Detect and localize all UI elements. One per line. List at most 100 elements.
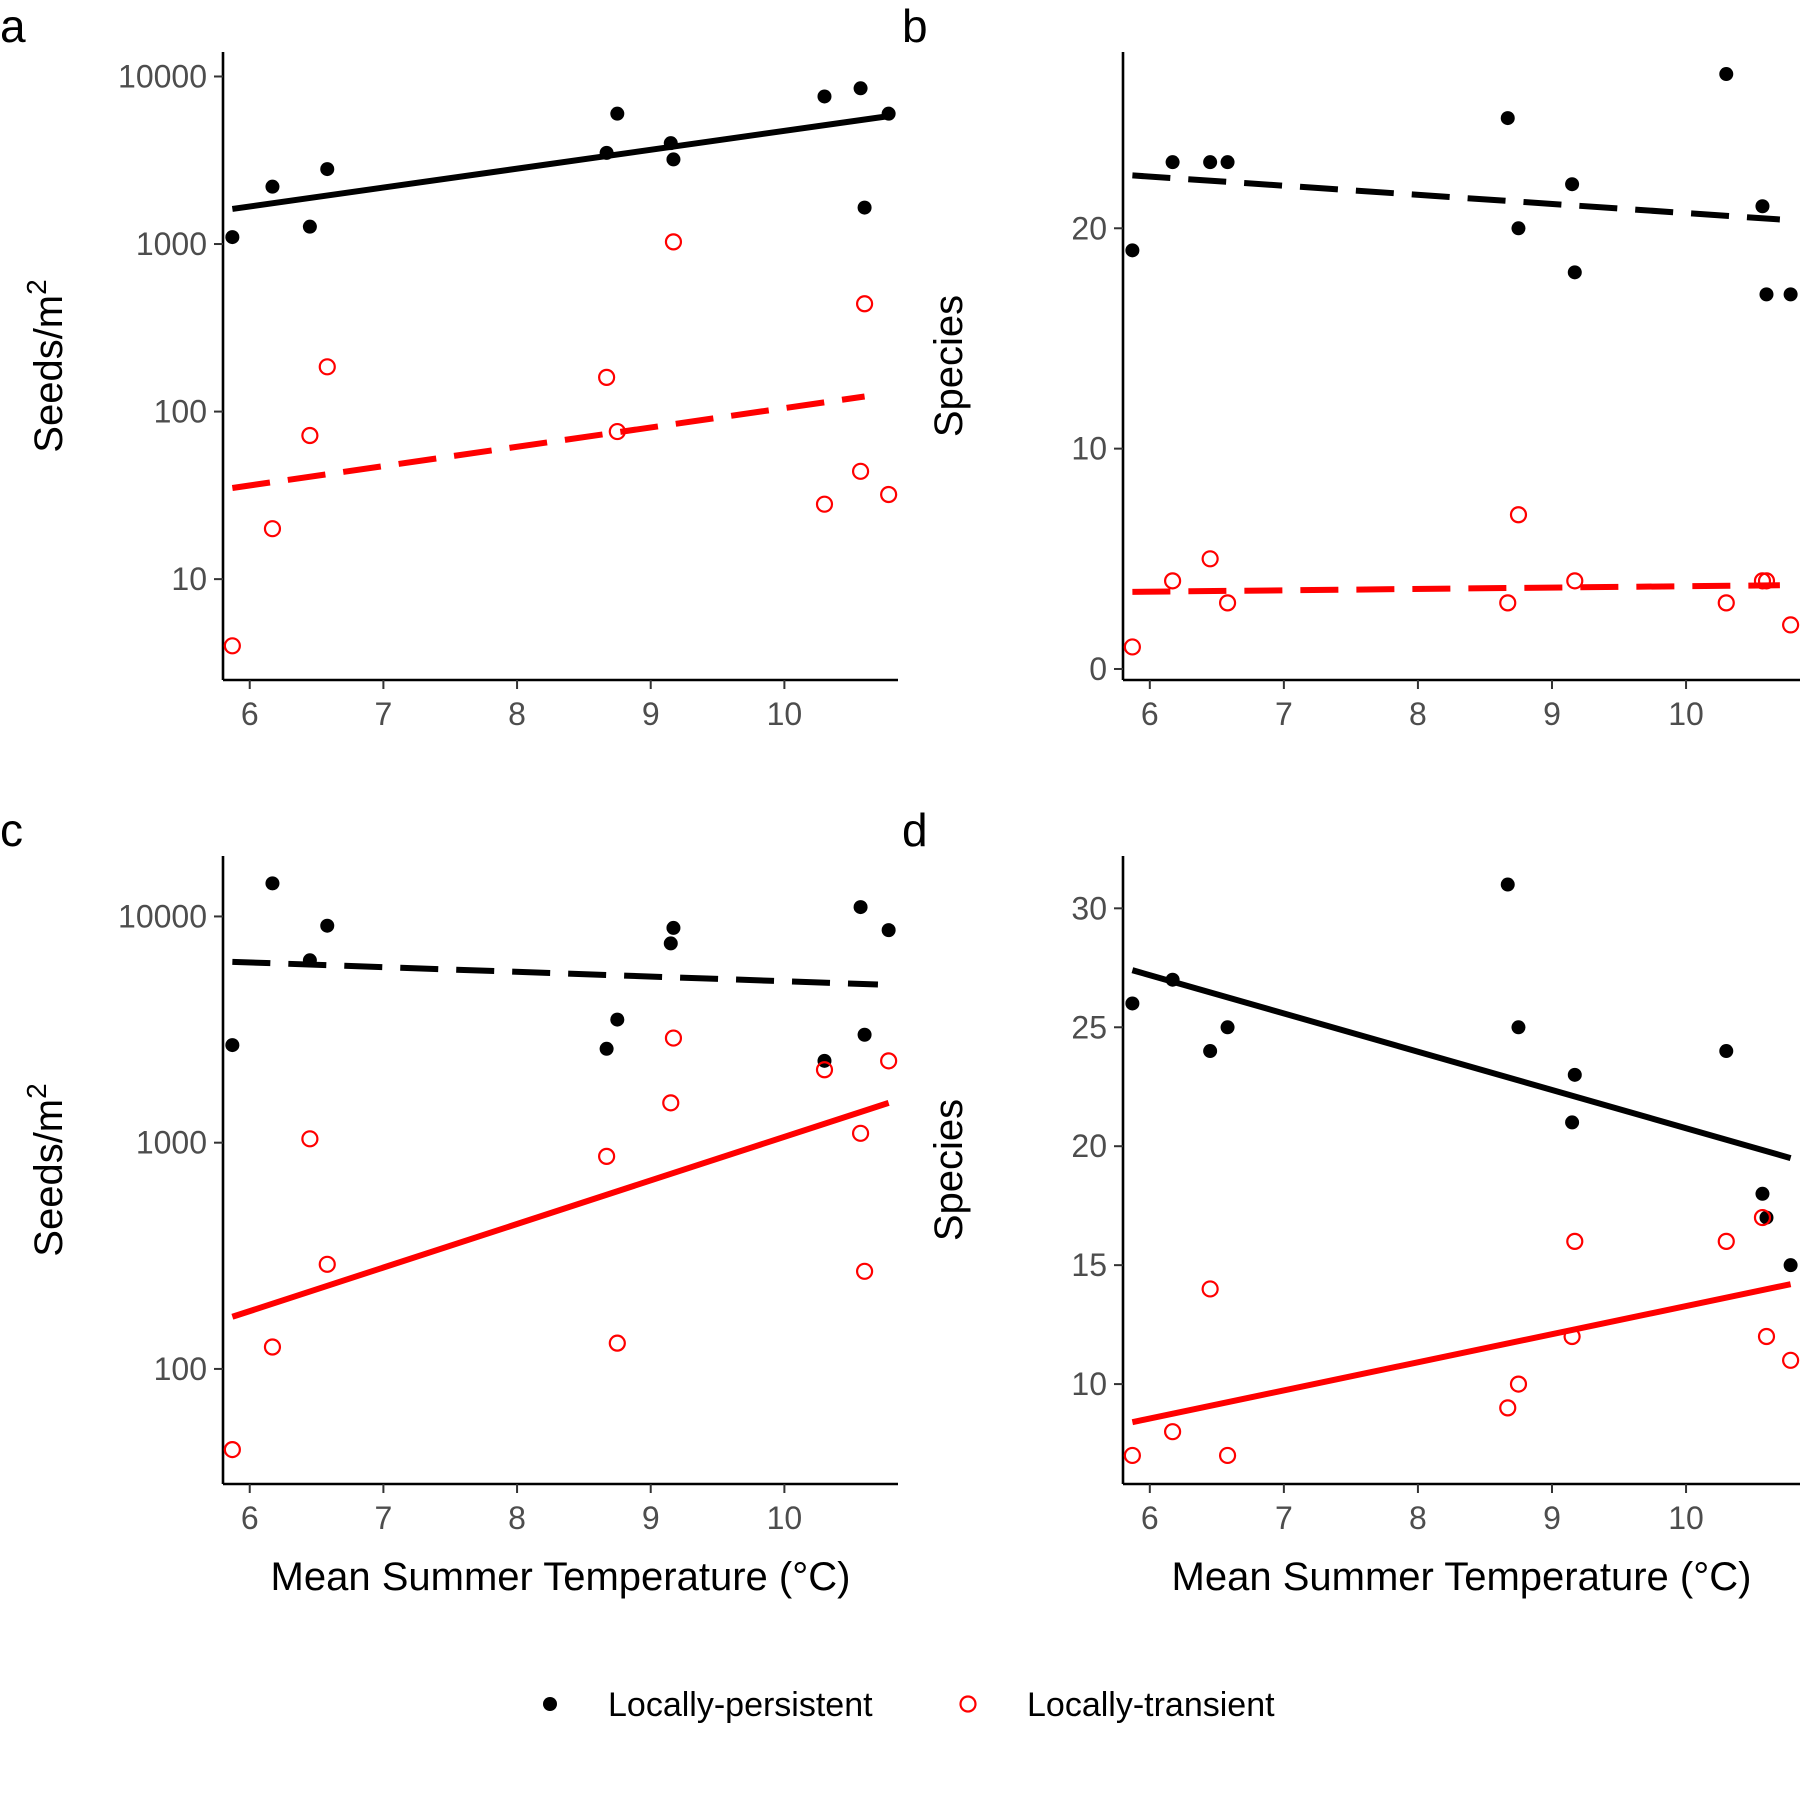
point-persistent-b (1165, 155, 1180, 170)
x-tick-label-d: 6 (1141, 1500, 1159, 1536)
x-tick-label-a: 9 (642, 696, 660, 732)
fit-line-persistent-a (231, 113, 890, 212)
point-transient-a (598, 368, 616, 386)
y-tick-label-a: 1000 (136, 226, 207, 262)
point-persistent-a (817, 89, 832, 104)
series-persistent-a (225, 81, 896, 245)
point-persistent-d (1719, 1044, 1734, 1059)
y-axis-title-b: Species (927, 295, 971, 437)
point-persistent-b (1567, 265, 1582, 280)
y-axis-title-c: Seeds/m2 (21, 1083, 71, 1256)
point-transient-b (1499, 594, 1517, 612)
point-transient-c (851, 1124, 870, 1142)
point-transient-b (1757, 572, 1776, 590)
point-persistent-a (663, 136, 678, 151)
point-transient-d (1201, 1280, 1219, 1298)
fit-line-transient-b (1132, 582, 1780, 595)
point-persistent-c (853, 900, 868, 915)
y-tick-label-a: 100 (154, 394, 207, 430)
point-persistent-d (1567, 1067, 1582, 1082)
legend-label-transient: Locally-transient (1027, 1686, 1275, 1724)
point-persistent-c (857, 1027, 872, 1042)
point-persistent-d (1755, 1186, 1770, 1201)
point-transient-a (880, 485, 898, 504)
series-transient-a (223, 233, 898, 655)
point-transient-c (664, 1029, 683, 1047)
point-persistent-d (1125, 996, 1140, 1011)
y-tick-label-b: 20 (1071, 210, 1107, 246)
point-persistent-b (1755, 199, 1770, 214)
y-tick-label-d: 25 (1071, 1009, 1107, 1045)
point-transient-d (1782, 1351, 1800, 1369)
point-transient-b (1123, 638, 1141, 656)
x-axis-title-d: Mean Summer Temperature (°C) (1172, 1555, 1752, 1599)
y-tick-label-a: 10 (171, 561, 207, 597)
x-tick-label-b: 10 (1668, 696, 1704, 732)
point-persistent-d (1783, 1258, 1798, 1273)
y-axis-title-sup-c: 2 (21, 1083, 52, 1099)
point-persistent-a (599, 145, 614, 160)
point-persistent-c (320, 918, 335, 933)
point-persistent-d (1500, 877, 1515, 892)
point-transient-d (1509, 1375, 1528, 1393)
series-transient-d (1123, 1208, 1800, 1465)
series-persistent-d (1125, 877, 1798, 1273)
x-tick-label-c: 6 (241, 1500, 259, 1536)
point-persistent-a (853, 81, 868, 96)
point-transient-d (1717, 1232, 1735, 1250)
point-transient-b (1509, 506, 1528, 524)
point-transient-d (1753, 1208, 1772, 1227)
point-transient-b (1218, 594, 1237, 612)
panel-letter-c: c (0, 804, 23, 856)
fit-line-persistent-d (1131, 967, 1792, 1161)
point-transient-c (608, 1334, 626, 1352)
x-tick-label-b: 9 (1543, 696, 1561, 732)
x-tick-label-c: 7 (374, 1500, 392, 1536)
point-transient-b (1201, 550, 1219, 568)
x-tick-label-b: 8 (1409, 696, 1427, 732)
y-axis-title-d: Species (927, 1099, 971, 1241)
point-persistent-b (1759, 287, 1774, 302)
y-tick-label-b: 10 (1071, 431, 1107, 467)
y-tick-label-c: 1000 (136, 1125, 207, 1161)
point-persistent-c (881, 923, 896, 938)
series-transient-b (1123, 506, 1800, 656)
y-tick-label-d: 15 (1071, 1247, 1107, 1283)
point-transient-d (1757, 1327, 1776, 1346)
series-persistent-b (1125, 67, 1798, 302)
point-persistent-a (265, 179, 280, 194)
point-transient-c (855, 1262, 874, 1280)
panel-letter-a: a (0, 0, 26, 52)
y-tick-label-a: 10000 (118, 58, 207, 94)
point-persistent-b (1783, 287, 1798, 302)
x-tick-label-c: 9 (642, 1500, 660, 1536)
point-transient-d (1563, 1327, 1581, 1346)
x-tick-label-c: 8 (508, 1500, 526, 1536)
y-tick-label-d: 30 (1071, 890, 1107, 926)
point-persistent-c (610, 1012, 625, 1027)
fit-line-transient-d (1131, 1281, 1792, 1426)
point-persistent-a (881, 106, 896, 121)
fit-line-transient-a (231, 393, 866, 491)
panel-d: d 6 7 8 9 10 10 15 20 25 30 Species Mean Summer Temp… (902, 804, 1800, 1599)
point-persistent-d (1759, 1210, 1774, 1225)
point-transient-b (1164, 572, 1182, 590)
x-tick-label-a: 8 (508, 696, 526, 732)
point-persistent-d (1220, 1020, 1235, 1035)
panel-letter-d: d (902, 804, 928, 856)
point-persistent-a (666, 152, 681, 167)
x-tick-label-d: 7 (1275, 1500, 1293, 1536)
legend-label-persistent: Locally-persistent (608, 1686, 873, 1724)
fit-line-transient-c (231, 1099, 890, 1320)
point-transient-c (223, 1440, 241, 1459)
point-persistent-d (1165, 972, 1180, 987)
point-persistent-c (817, 1053, 832, 1068)
panel-b: b 6 7 8 9 10 0 10 20 Species (902, 0, 1800, 732)
fit-line-persistent-c (232, 958, 879, 988)
point-transient-b (1717, 594, 1735, 612)
y-tick-label-c: 10000 (118, 898, 207, 934)
point-transient-a (318, 358, 336, 376)
point-transient-b (1566, 572, 1584, 590)
point-persistent-b (1719, 67, 1734, 82)
